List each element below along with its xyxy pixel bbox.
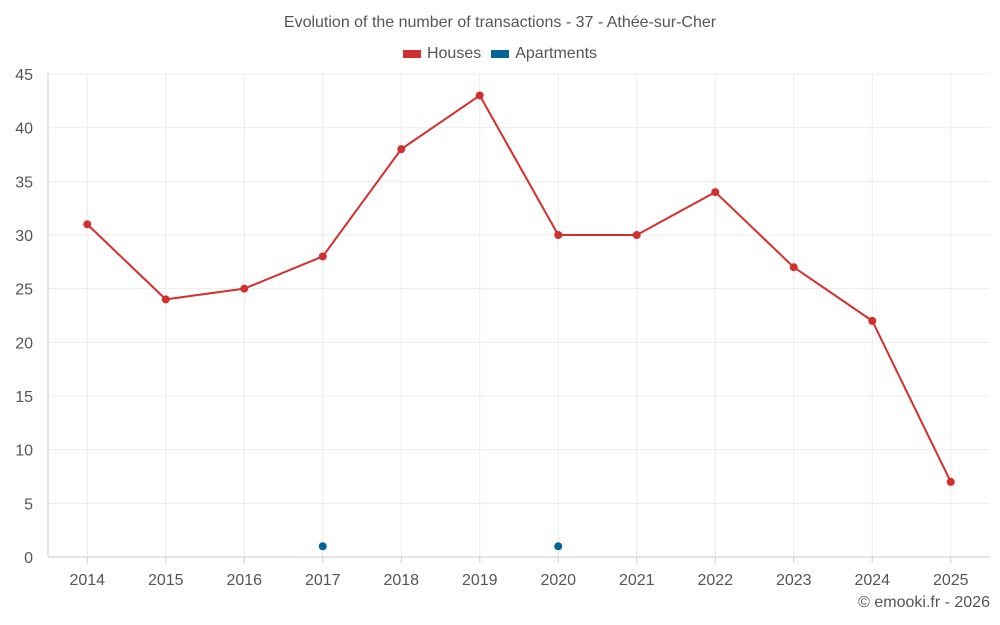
x-tick-label: 2016 xyxy=(226,572,262,589)
x-tick-label: 2020 xyxy=(540,572,576,589)
data-point-houses xyxy=(397,145,406,154)
x-tick-label: 2015 xyxy=(148,572,184,589)
data-point-houses xyxy=(946,477,955,486)
chart-legend: Houses Apartments xyxy=(0,45,1000,63)
y-tick-label: 25 xyxy=(15,282,33,299)
x-tick-label: 2023 xyxy=(776,572,812,589)
y-tick-label: 30 xyxy=(15,228,33,245)
data-point-houses xyxy=(83,220,92,229)
data-point-houses xyxy=(554,231,563,239)
legend-item-apartments[interactable]: Apartments xyxy=(491,45,597,63)
x-tick-label: 2025 xyxy=(933,572,969,589)
legend-swatch-houses xyxy=(402,50,421,58)
data-point-houses xyxy=(711,188,720,197)
chart-title: Evolution of the number of transactions … xyxy=(283,14,717,31)
y-tick-label: 15 xyxy=(15,389,33,406)
legend-swatch-apartments xyxy=(491,50,510,58)
series-line-houses xyxy=(86,94,952,483)
x-tick-label: 2017 xyxy=(305,572,341,589)
y-tick-label: 35 xyxy=(15,174,33,191)
legend-label-houses: Houses xyxy=(426,45,482,62)
y-tick-label: 10 xyxy=(15,443,33,460)
y-tick-label: 45 xyxy=(15,67,33,84)
y-tick-label: 0 xyxy=(24,550,33,567)
legend-label-apartments: Apartments xyxy=(515,45,598,62)
x-tick-label: 2018 xyxy=(383,572,419,589)
data-point-houses xyxy=(161,295,170,304)
data-point-houses xyxy=(632,231,641,239)
y-tick-label: 40 xyxy=(15,121,33,138)
y-tick-label: 5 xyxy=(24,496,33,513)
x-tick-label: 2024 xyxy=(854,572,890,589)
x-tick-label: 2022 xyxy=(697,572,733,589)
data-point-houses xyxy=(868,316,877,325)
data-point-houses xyxy=(789,263,798,272)
x-tick-label: 2019 xyxy=(462,572,498,589)
credit-text: © emooki.fr - 2026 xyxy=(858,594,990,611)
x-tick-label: 2021 xyxy=(619,572,655,589)
legend-item-houses[interactable]: Houses xyxy=(402,45,482,63)
data-point-apartments xyxy=(554,542,563,551)
data-point-houses xyxy=(240,284,249,293)
x-tick-label: 2014 xyxy=(69,572,105,589)
data-point-houses xyxy=(475,91,484,100)
y-tick-label: 20 xyxy=(15,335,33,352)
data-point-houses xyxy=(318,252,327,261)
data-point-apartments xyxy=(318,542,327,551)
